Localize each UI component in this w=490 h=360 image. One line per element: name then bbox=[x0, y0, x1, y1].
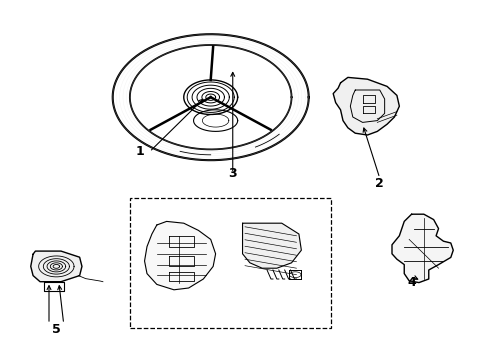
Text: 2: 2 bbox=[375, 177, 384, 190]
Polygon shape bbox=[333, 77, 399, 135]
Text: 4: 4 bbox=[407, 276, 416, 289]
Text: 3: 3 bbox=[228, 167, 237, 180]
Text: 5: 5 bbox=[52, 323, 61, 336]
Text: 1: 1 bbox=[135, 145, 144, 158]
Bar bbox=[130, 198, 331, 328]
Polygon shape bbox=[243, 223, 301, 268]
Polygon shape bbox=[31, 251, 82, 282]
Polygon shape bbox=[145, 221, 216, 290]
Polygon shape bbox=[392, 214, 453, 283]
